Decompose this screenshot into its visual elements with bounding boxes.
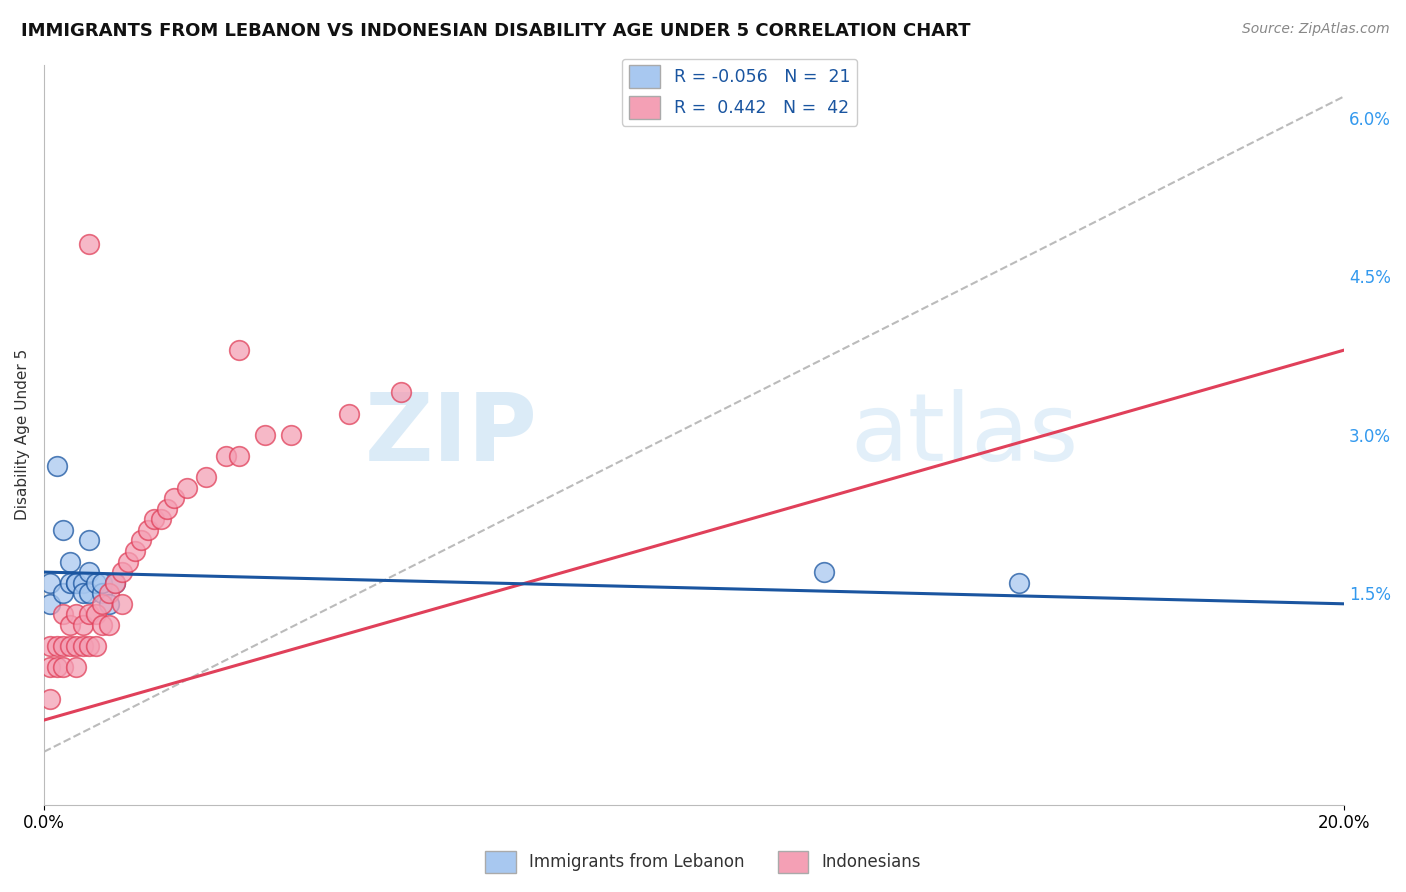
- Point: [111, 597, 134, 611]
- Point: [79, 607, 101, 622]
- Point: [79, 565, 101, 579]
- Point: [45, 639, 67, 653]
- Point: [59, 639, 82, 653]
- Point: [52, 660, 75, 674]
- Point: [79, 533, 101, 548]
- Y-axis label: Disability Age Under 5: Disability Age Under 5: [15, 349, 30, 520]
- Point: [104, 575, 127, 590]
- Text: IMMIGRANTS FROM LEBANON VS INDONESIAN DISABILITY AGE UNDER 5 CORRELATION CHART: IMMIGRANTS FROM LEBANON VS INDONESIAN DI…: [21, 22, 970, 40]
- Point: [97, 618, 120, 632]
- Point: [39, 575, 62, 590]
- Point: [149, 512, 172, 526]
- Point: [91, 586, 114, 600]
- Point: [65, 575, 87, 590]
- Text: ZIP: ZIP: [366, 389, 538, 481]
- Point: [253, 427, 276, 442]
- Legend: Immigrants from Lebanon, Indonesians: Immigrants from Lebanon, Indonesians: [479, 845, 927, 880]
- Point: [84, 639, 107, 653]
- Point: [72, 586, 94, 600]
- Point: [163, 491, 186, 505]
- Point: [280, 427, 302, 442]
- Legend: R = -0.056   N =  21, R =  0.442   N =  42: R = -0.056 N = 21, R = 0.442 N = 42: [621, 59, 858, 126]
- Point: [52, 586, 75, 600]
- Point: [79, 237, 101, 252]
- Point: [176, 481, 198, 495]
- Point: [91, 575, 114, 590]
- Point: [65, 575, 87, 590]
- Point: [72, 618, 94, 632]
- Point: [215, 449, 238, 463]
- Point: [136, 523, 159, 537]
- Point: [45, 459, 67, 474]
- Point: [65, 639, 87, 653]
- Point: [45, 660, 67, 674]
- Point: [84, 607, 107, 622]
- Point: [97, 597, 120, 611]
- Point: [117, 555, 139, 569]
- Point: [339, 407, 361, 421]
- Point: [52, 607, 75, 622]
- Point: [72, 639, 94, 653]
- Point: [39, 639, 62, 653]
- Point: [104, 575, 127, 590]
- Text: Source: ZipAtlas.com: Source: ZipAtlas.com: [1241, 22, 1389, 37]
- Point: [59, 575, 82, 590]
- Point: [391, 385, 413, 400]
- Text: atlas: atlas: [851, 389, 1078, 481]
- Point: [111, 565, 134, 579]
- Point: [1008, 575, 1031, 590]
- Point: [124, 544, 146, 558]
- Point: [65, 607, 87, 622]
- Point: [156, 501, 179, 516]
- Point: [52, 523, 75, 537]
- Point: [97, 586, 120, 600]
- Point: [72, 575, 94, 590]
- Point: [52, 639, 75, 653]
- Point: [228, 343, 250, 357]
- Point: [131, 533, 153, 548]
- Point: [195, 470, 218, 484]
- Point: [65, 660, 87, 674]
- Point: [813, 565, 835, 579]
- Point: [79, 586, 101, 600]
- Point: [143, 512, 166, 526]
- Point: [59, 555, 82, 569]
- Point: [91, 597, 114, 611]
- Point: [228, 449, 250, 463]
- Point: [39, 597, 62, 611]
- Point: [91, 618, 114, 632]
- Point: [79, 639, 101, 653]
- Point: [39, 692, 62, 706]
- Point: [39, 660, 62, 674]
- Point: [59, 618, 82, 632]
- Point: [84, 575, 107, 590]
